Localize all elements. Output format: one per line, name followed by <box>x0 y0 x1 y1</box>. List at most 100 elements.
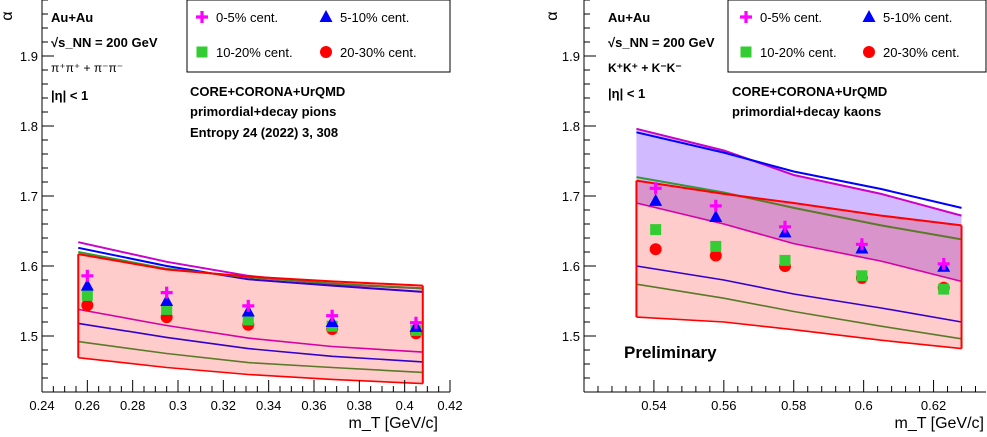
kaons-point-plus <box>649 182 662 195</box>
kaons-y-axis-title: α <box>544 11 561 20</box>
pions-point-circle <box>81 299 94 312</box>
pions-legend-label: 10-20% cent. <box>216 45 293 60</box>
pions-data-points <box>80 269 423 340</box>
kaons-legend-marker-circle <box>863 46 875 58</box>
pions-band-upper-1 <box>78 246 423 293</box>
kaons-x-tick-label: 0.62 <box>921 398 946 413</box>
pions-point-square <box>81 289 93 301</box>
pions-reference-label: Entropy 24 (2022) 3, 308 <box>190 125 338 140</box>
pions-legend-marker-circle <box>320 46 332 58</box>
kaons-y-tick-label: 1.6 <box>562 259 580 274</box>
kaons-band-lower-3 <box>636 316 962 350</box>
kaons-axes: 1.5 1.6 1.7 1.8 1.9 0.54 0.56 0.58 0.6 0.62 <box>562 0 986 413</box>
pions-point-triangle <box>80 278 94 291</box>
pions-x-tick-label: 0.24 <box>29 398 54 413</box>
kaons-x-tick-label: 0.56 <box>711 398 736 413</box>
pions-panel: 1.5 1.6 1.7 1.8 1.9 0.24 0.26 0.28 0.3 0.32 0.34 0.… <box>0 0 463 432</box>
pions-x-tick-label: 0.32 <box>211 398 236 413</box>
pions-model-label: CORE+CORONA+UrQMD <box>190 84 345 99</box>
kaons-point-plus <box>709 199 722 212</box>
pions-point-plus <box>160 286 173 299</box>
kaons-y-tick-label: 1.5 <box>562 329 580 344</box>
pions-band-upper-3 <box>78 253 423 287</box>
pions-info-block: Au+Au √s_NN = 200 GeV π⁺π⁺ + π⁻π⁻ |η| < … <box>51 10 345 140</box>
kaons-panel: 1.5 1.6 1.7 1.8 1.9 0.54 0.56 0.58 0.6 0.62 Au+Au… <box>544 0 987 432</box>
pions-x-tick-label: 0.3 <box>169 398 187 413</box>
pions-y-tick-label: 1.6 <box>20 259 38 274</box>
pions-x-axis-title: m_T [GeV/c] <box>348 415 438 432</box>
kaons-x-axis-title: m_T [GeV/c] <box>894 415 984 432</box>
kaons-point-square <box>650 224 662 236</box>
pions-energy-label: √s_NN = 200 GeV <box>51 35 158 50</box>
pions-y-tick-label: 1.5 <box>20 329 38 344</box>
kaons-legend-marker-plus <box>740 11 753 23</box>
pions-x-tick-label: 0.26 <box>75 398 100 413</box>
kaons-legend-marker-triangle <box>862 10 876 22</box>
kaons-model-bands <box>635 127 963 350</box>
pions-band-lower-2 <box>78 340 423 374</box>
preliminary-label: Preliminary <box>624 343 717 362</box>
pions-legend-label: 0-5% cent. <box>216 10 278 25</box>
kaons-decay-label: primordial+decay kaons <box>732 104 881 119</box>
kaons-legend-label: 5-10% cent. <box>883 10 952 25</box>
kaons-legend: 0-5% cent. 5-10% cent. 10-20% cent. 20-30% … <box>727 0 987 73</box>
kaons-info-block: Au+Au √s_NN = 200 GeV K⁺K⁺ + K⁻K⁻ |η| < … <box>608 10 887 362</box>
pions-axes: 1.5 1.6 1.7 1.8 1.9 0.24 0.26 0.28 0.3 0.32 0.34 0.… <box>20 0 463 413</box>
pions-y-axis-title: α <box>0 11 16 20</box>
kaons-point-circle <box>649 243 662 256</box>
kaons-model-label: CORE+CORONA+UrQMD <box>732 84 887 99</box>
kaons-y-tick-label: 1.8 <box>562 119 580 134</box>
pions-x-tick-label: 0.36 <box>301 398 326 413</box>
pions-point-plus <box>81 269 94 282</box>
kaons-system-label: Au+Au <box>608 10 650 25</box>
pions-legend-marker-plus <box>196 11 208 23</box>
pions-eta-label: |η| < 1 <box>51 88 88 103</box>
kaons-eta-label: |η| < 1 <box>608 86 645 101</box>
pions-band-lower-3 <box>78 356 423 385</box>
pions-x-tick-label: 0.4 <box>396 398 414 413</box>
pions-system-label: Au+Au <box>51 10 93 25</box>
pions-particles-label: π⁺π⁺ + π⁻π⁻ <box>51 61 123 75</box>
pions-legend-marker-triangle <box>319 10 333 22</box>
kaons-point-triangle <box>709 210 723 222</box>
pions-band-lower-0 <box>78 308 423 353</box>
kaons-point-square <box>779 254 791 266</box>
kaons-point-square <box>938 283 950 295</box>
kaons-point-triangle <box>649 193 663 206</box>
kaons-point-square <box>856 270 868 282</box>
pions-legend-box <box>186 0 451 73</box>
pions-point-plus <box>410 316 422 329</box>
kaons-band-upper-3 <box>636 179 962 227</box>
pions-point-plus <box>242 299 255 312</box>
pions-legend-label: 5-10% cent. <box>340 10 409 25</box>
pions-band-lower-1 <box>78 322 423 363</box>
kaons-point-circle <box>709 249 722 262</box>
kaons-y-tick-label: 1.7 <box>562 189 580 204</box>
kaons-band-upper-0 <box>636 127 962 217</box>
pions-x-tick-label: 0.38 <box>347 398 372 413</box>
kaons-point-plus <box>855 238 868 251</box>
pions-y-tick-label: 1.7 <box>20 189 38 204</box>
kaons-legend-label: 10-20% cent. <box>760 45 837 60</box>
pions-point-square <box>161 303 173 315</box>
kaons-band-fill-3 <box>636 180 962 349</box>
kaons-legend-marker-square <box>740 46 752 58</box>
kaons-point-square <box>710 240 722 252</box>
kaons-band-upper-2 <box>636 176 962 241</box>
pions-legend: 0-5% cent. 5-10% cent. 10-20% cent. 20-30% … <box>186 0 451 73</box>
pions-x-tick-label: 0.42 <box>437 398 462 413</box>
kaons-legend-label: 20-30% cent. <box>883 45 960 60</box>
pions-point-plus <box>326 309 339 322</box>
kaons-band-lower-0 <box>636 202 962 283</box>
kaons-particles-label: K⁺K⁺ + K⁻K⁻ <box>608 61 682 75</box>
pions-point-triangle <box>160 294 174 306</box>
kaons-point-plus <box>937 257 950 270</box>
pions-x-tick-label: 0.28 <box>120 398 145 413</box>
kaons-legend-label: 0-5% cent. <box>760 10 822 25</box>
pions-legend-label: 20-30% cent. <box>340 45 417 60</box>
kaons-band-lower-2 <box>636 283 962 340</box>
kaons-band-lower-1 <box>636 265 962 323</box>
pions-y-tick-label: 1.9 <box>20 49 38 64</box>
